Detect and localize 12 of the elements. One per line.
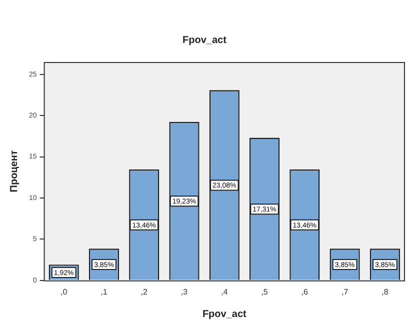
y-axis-title: Процент xyxy=(8,150,20,192)
x-tick-label: ,3 xyxy=(180,287,188,296)
x-tick-label: ,2 xyxy=(140,287,148,296)
x-axis-title: Fpov_act xyxy=(202,308,248,320)
x-tick-label: ,0 xyxy=(60,287,68,296)
x-tick-label: ,7 xyxy=(341,287,349,296)
x-tick-label: ,4 xyxy=(221,287,228,296)
chart-title: Fpov_act xyxy=(182,34,228,46)
x-tick-label: ,1 xyxy=(100,287,108,296)
x-tick-label: ,8 xyxy=(382,287,389,296)
x-tick-label: ,6 xyxy=(301,287,309,296)
x-tick-label: ,5 xyxy=(261,287,268,296)
